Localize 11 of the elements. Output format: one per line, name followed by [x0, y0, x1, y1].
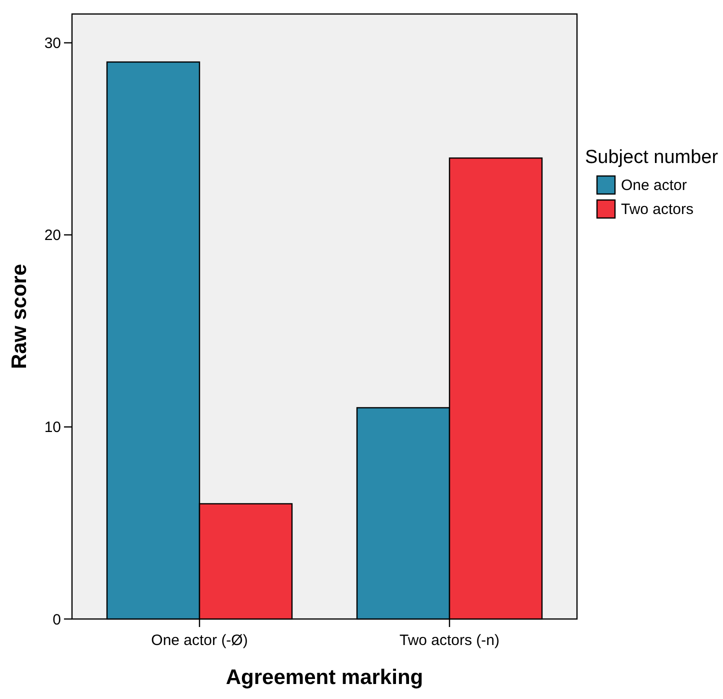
x-axis-title: Agreement marking [226, 666, 424, 689]
y-tick-label: 30 [44, 35, 61, 52]
x-tick-label: Two actors (-n) [399, 632, 500, 649]
y-tick-label: 20 [44, 227, 61, 244]
legend-label: One actor [621, 177, 687, 194]
y-axis-title: Raw score [8, 264, 31, 370]
y-tick-label: 0 [52, 611, 61, 628]
legend-label: Two actors [621, 201, 694, 218]
legend-title: Subject number [585, 147, 719, 168]
x-tick-label: One actor (-Ø) [151, 632, 248, 649]
y-tick-label: 10 [44, 419, 61, 436]
